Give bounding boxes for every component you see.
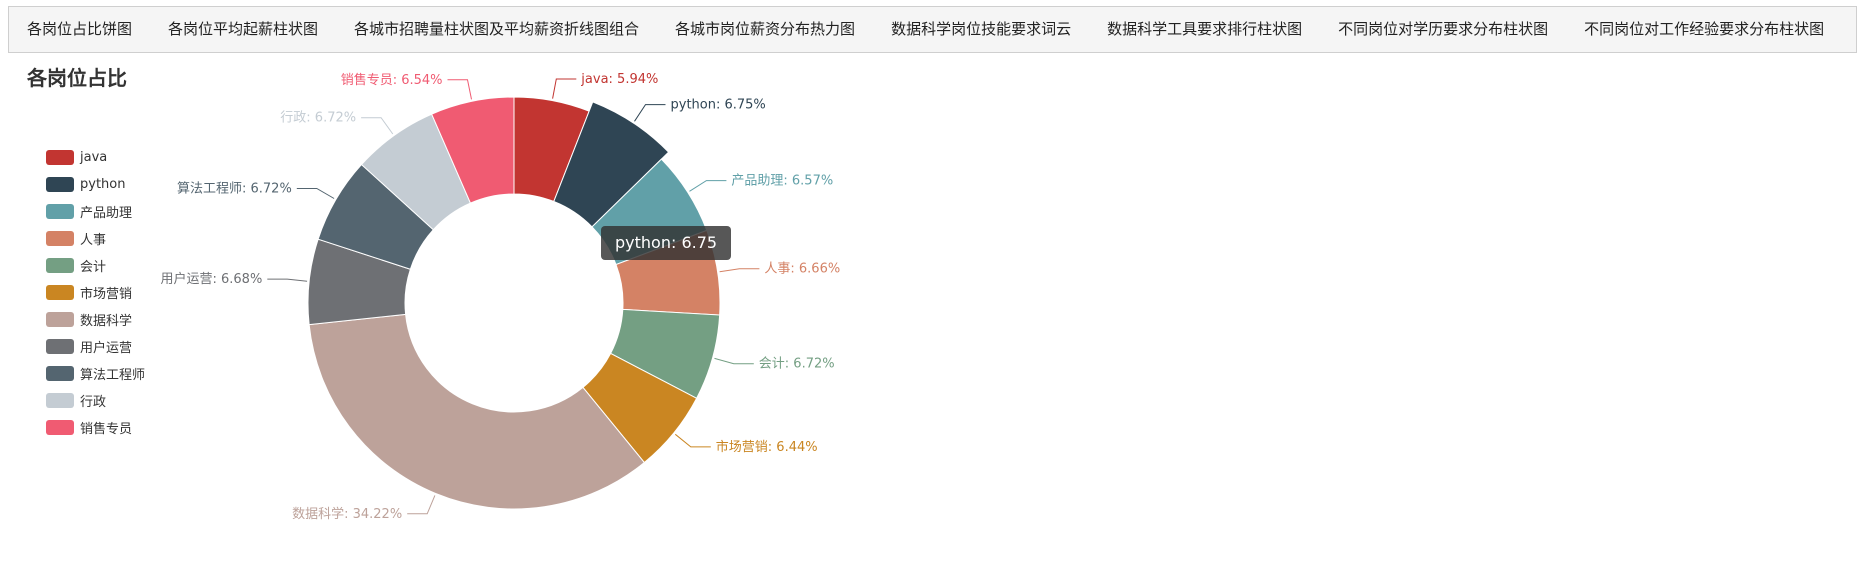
tab-7[interactable]: 不同岗位对工作经验要求分布柱状图: [1584, 20, 1825, 38]
legend-swatch: [46, 150, 74, 165]
chart-title: 各岗位占比: [27, 66, 127, 90]
slice-label: 销售专员: 6.54%: [341, 72, 443, 88]
tab-0[interactable]: 各岗位占比饼图: [27, 20, 133, 38]
legend-label: 算法工程师: [80, 368, 146, 383]
slice-label-line: [552, 78, 577, 99]
slice-label-line: [719, 268, 760, 273]
legend-item[interactable]: 销售专员: [46, 414, 145, 441]
legend-label: 人事: [80, 233, 107, 248]
slice-tooltip: python: 6.75: [601, 226, 732, 260]
legend-item[interactable]: 数据科学: [46, 306, 145, 333]
legend-item[interactable]: java: [46, 144, 145, 171]
slice-label: 行政: 6.72%: [280, 111, 356, 126]
legend-swatch: [46, 366, 74, 381]
legend-item[interactable]: 算法工程师: [46, 360, 145, 387]
legend-item[interactable]: python: [46, 171, 145, 198]
slice-label-line: [714, 357, 754, 365]
legend-item[interactable]: 行政: [46, 387, 145, 414]
slice-label: 数据科学: 34.22%: [292, 506, 402, 522]
legend-swatch: [46, 339, 74, 354]
slice-label-line: [361, 117, 394, 135]
legend-swatch: [46, 285, 74, 300]
tab-5[interactable]: 数据科学工具要求排行柱状图: [1107, 20, 1303, 38]
slice-label: python: 6.75%: [671, 98, 766, 113]
legend-swatch: [46, 420, 74, 435]
tab-6[interactable]: 不同岗位对学历要求分布柱状图: [1338, 20, 1549, 38]
legend-label: 产品助理: [80, 206, 133, 221]
legend-label: java: [80, 150, 108, 165]
pie-slice[interactable]: [308, 313, 646, 510]
slice-label-line: [689, 180, 727, 192]
slice-label-line: [634, 104, 666, 122]
slice-label: 算法工程师: 6.72%: [177, 182, 292, 197]
slice-label-line: [674, 433, 711, 448]
slice-label-line: [447, 79, 472, 100]
pie-slice[interactable]: [553, 101, 670, 228]
legend-swatch: [46, 258, 74, 273]
legend-swatch: [46, 312, 74, 327]
chart-legend: java python 产品助理人事会计市场营销数据科学用户运营算法工程师行政销售专…: [46, 144, 145, 441]
legend-label: python: [80, 177, 126, 192]
tab-3[interactable]: 各城市岗位薪资分布热力图: [675, 20, 856, 38]
legend-label: 行政: [80, 395, 107, 410]
legend-item[interactable]: 会计: [46, 252, 145, 279]
legend-swatch: [46, 393, 74, 408]
slice-label: 会计: 6.72%: [759, 357, 835, 372]
slice-label: java: 5.94%: [580, 72, 658, 87]
slice-label: 市场营销: 6.44%: [716, 439, 818, 455]
legend-label: 用户运营: [80, 341, 133, 356]
chart-tab-bar: 各岗位占比饼图 各岗位平均起薪柱状图 各城市招聘量柱状图及平均薪资折线图组合 各城市岗…: [8, 6, 1857, 53]
legend-label: 会计: [80, 260, 107, 275]
slice-label: 用户运营: 6.68%: [160, 271, 262, 287]
slice-label-line: [267, 278, 308, 282]
legend-label: 市场营销: [80, 287, 133, 302]
legend-item[interactable]: 人事: [46, 225, 145, 252]
legend-label: 数据科学: [80, 314, 133, 329]
legend-item[interactable]: 用户运营: [46, 333, 145, 360]
tab-2[interactable]: 各城市招聘量柱状图及平均薪资折线图组合: [354, 20, 640, 38]
slice-label-line: [407, 495, 436, 515]
slice-label: 人事: 6.66%: [764, 262, 840, 277]
legend-swatch: [46, 177, 74, 192]
legend-item[interactable]: 产品助理: [46, 198, 145, 225]
pie-slice[interactable]: [431, 96, 515, 204]
legend-swatch: [46, 231, 74, 246]
slice-label: 产品助理: 6.57%: [731, 174, 833, 189]
slice-label-line: [296, 188, 335, 199]
legend-item[interactable]: 市场营销: [46, 279, 145, 306]
tab-1[interactable]: 各岗位平均起薪柱状图: [168, 20, 319, 38]
legend-label: 销售专员: [80, 422, 133, 437]
legend-swatch: [46, 204, 74, 219]
tab-4[interactable]: 数据科学岗位技能要求词云: [891, 20, 1072, 38]
